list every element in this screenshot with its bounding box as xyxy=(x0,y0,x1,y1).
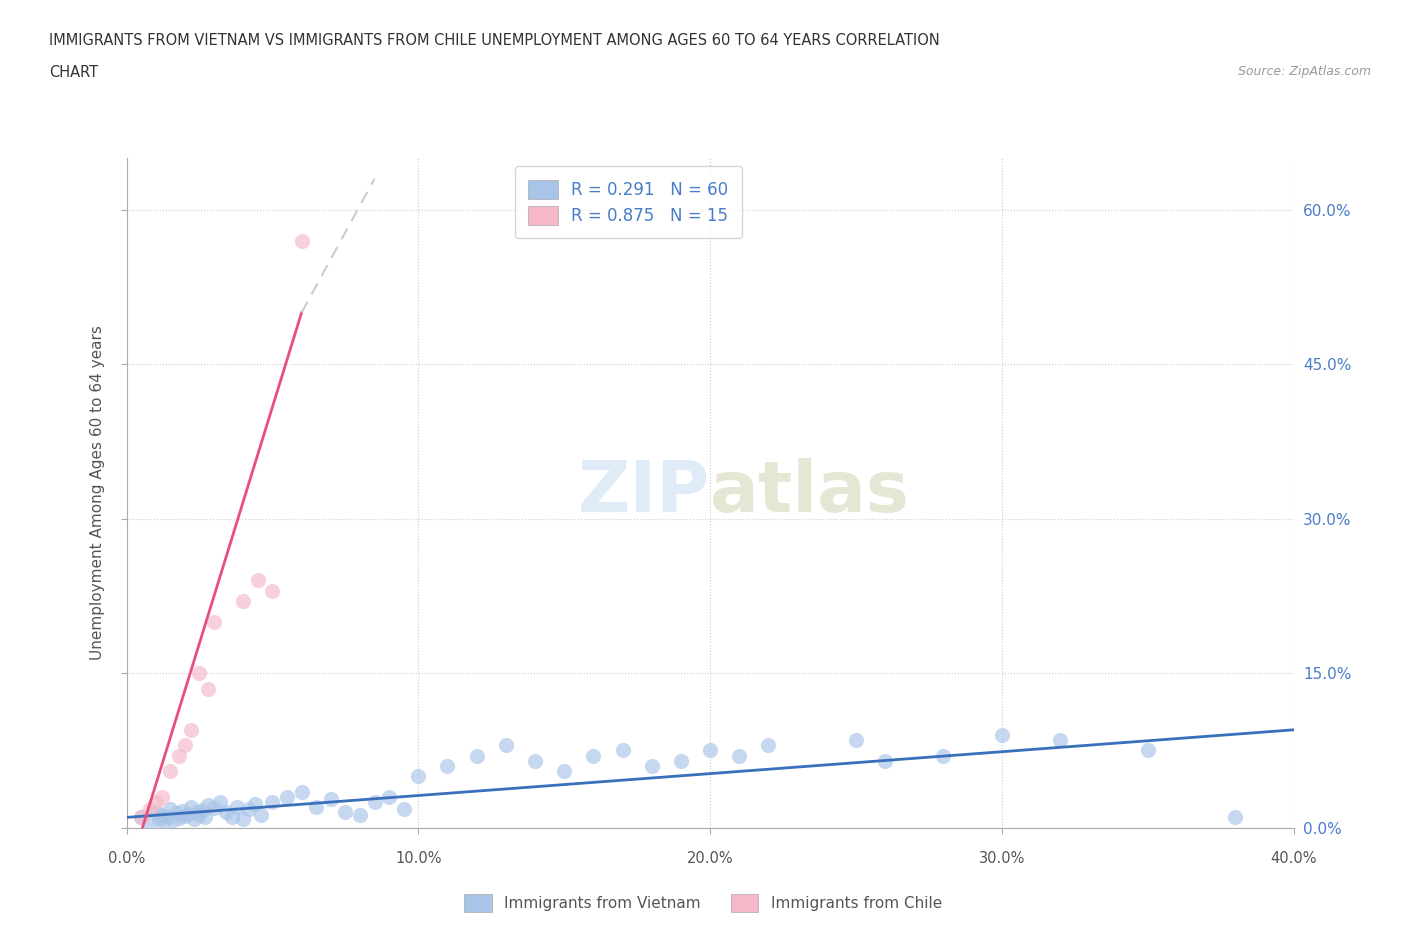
Point xyxy=(159,802,181,817)
Point xyxy=(153,814,176,829)
Point xyxy=(139,815,162,830)
Text: ZIP: ZIP xyxy=(578,458,710,527)
Point xyxy=(197,681,219,696)
Point xyxy=(167,748,190,763)
Point xyxy=(197,798,219,813)
Point xyxy=(243,797,266,812)
Point xyxy=(145,794,167,809)
Point xyxy=(392,802,415,817)
Legend: Immigrants from Vietnam, Immigrants from Chile: Immigrants from Vietnam, Immigrants from… xyxy=(458,888,948,918)
Point xyxy=(290,233,312,248)
Point xyxy=(363,794,385,809)
Point xyxy=(148,812,170,827)
Point xyxy=(1049,733,1071,748)
Point xyxy=(150,808,173,823)
Point xyxy=(180,723,202,737)
Point xyxy=(232,812,254,827)
Text: 20.0%: 20.0% xyxy=(686,851,734,866)
Point xyxy=(167,811,190,826)
Point xyxy=(465,748,488,763)
Point xyxy=(875,753,897,768)
Point xyxy=(177,807,200,822)
Point xyxy=(290,784,312,799)
Point xyxy=(165,805,187,820)
Y-axis label: Unemployment Among Ages 60 to 64 years: Unemployment Among Ages 60 to 64 years xyxy=(90,326,105,660)
Point xyxy=(174,809,197,824)
Point xyxy=(305,800,328,815)
Point xyxy=(582,748,605,763)
Point xyxy=(183,812,205,827)
Point xyxy=(170,804,193,818)
Point xyxy=(202,801,225,816)
Text: atlas: atlas xyxy=(710,458,910,527)
Point xyxy=(174,737,197,752)
Text: 10.0%: 10.0% xyxy=(395,851,441,866)
Point xyxy=(145,804,167,819)
Point xyxy=(208,794,231,809)
Point xyxy=(191,803,214,817)
Point xyxy=(221,810,243,825)
Point xyxy=(436,759,458,774)
Point xyxy=(262,794,284,809)
Point xyxy=(553,764,575,778)
Point xyxy=(378,790,401,804)
Text: Source: ZipAtlas.com: Source: ZipAtlas.com xyxy=(1237,65,1371,78)
Point xyxy=(188,666,211,681)
Point xyxy=(699,743,721,758)
Text: 40.0%: 40.0% xyxy=(1270,851,1317,866)
Point xyxy=(756,737,779,752)
Point xyxy=(1136,743,1159,758)
Point xyxy=(129,810,152,825)
Point xyxy=(194,810,217,825)
Point xyxy=(226,800,249,815)
Point xyxy=(335,804,357,819)
Point xyxy=(162,813,184,828)
Point xyxy=(990,727,1012,742)
Point xyxy=(1223,810,1246,825)
Point xyxy=(276,790,298,804)
Text: CHART: CHART xyxy=(49,65,98,80)
Point xyxy=(188,808,211,823)
Point xyxy=(845,733,868,748)
Point xyxy=(319,791,342,806)
Point xyxy=(612,743,634,758)
Point xyxy=(186,804,208,819)
Point xyxy=(150,790,173,804)
Point xyxy=(129,810,152,825)
Text: 30.0%: 30.0% xyxy=(979,851,1025,866)
Point xyxy=(932,748,955,763)
Point xyxy=(232,593,254,608)
Point xyxy=(495,737,517,752)
Point xyxy=(262,583,284,598)
Point xyxy=(349,808,371,823)
Point xyxy=(246,573,269,588)
Point xyxy=(180,800,202,815)
Point xyxy=(156,810,179,825)
Point xyxy=(249,808,271,823)
Point xyxy=(159,764,181,778)
Legend: R = 0.291   N = 60, R = 0.875   N = 15: R = 0.291 N = 60, R = 0.875 N = 15 xyxy=(515,166,742,238)
Point xyxy=(202,614,225,629)
Point xyxy=(139,802,162,817)
Point xyxy=(728,748,751,763)
Point xyxy=(669,753,692,768)
Point xyxy=(215,804,238,819)
Text: IMMIGRANTS FROM VIETNAM VS IMMIGRANTS FROM CHILE UNEMPLOYMENT AMONG AGES 60 TO 6: IMMIGRANTS FROM VIETNAM VS IMMIGRANTS FR… xyxy=(49,33,941,47)
Text: 0.0%: 0.0% xyxy=(108,851,145,866)
Point xyxy=(640,759,664,774)
Point xyxy=(524,753,547,768)
Point xyxy=(238,802,260,817)
Point xyxy=(408,769,430,784)
